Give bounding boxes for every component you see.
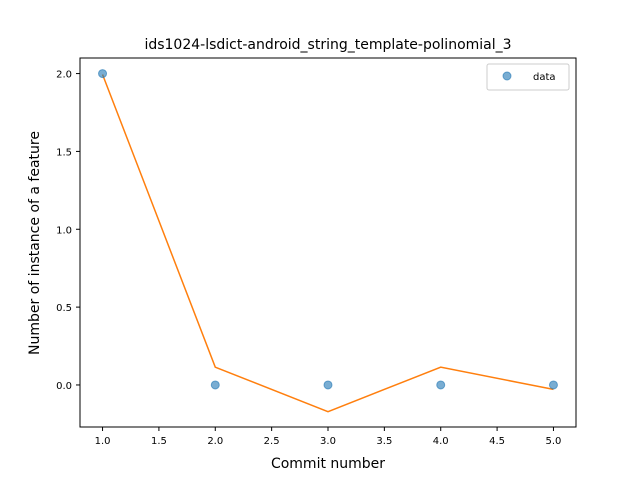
x-tick-label: 5.0 xyxy=(546,436,562,447)
x-tick-label: 4.5 xyxy=(489,436,505,447)
y-axis: 0.0 0.5 1.0 1.5 2.0 xyxy=(56,70,80,392)
legend-marker-data xyxy=(502,71,512,81)
x-tick-label: 3.5 xyxy=(376,436,392,447)
y-axis-label: Number of instance of a feature xyxy=(27,131,43,355)
y-tick-label: 1.0 xyxy=(56,225,72,236)
y-tick-label: 0.0 xyxy=(56,381,72,392)
data-point xyxy=(436,380,446,390)
x-axis-label: Commit number xyxy=(271,456,385,472)
x-tick-label: 2.5 xyxy=(264,436,280,447)
y-tick-label: 2.0 xyxy=(56,70,72,81)
y-tick-label: 1.5 xyxy=(56,147,72,158)
x-tick-label: 3.0 xyxy=(320,436,336,447)
data-point xyxy=(210,380,220,390)
x-tick-label: 4.0 xyxy=(433,436,449,447)
x-tick-label: 1.5 xyxy=(151,436,167,447)
chart-title: ids1024-lsdict-android_string_template-p… xyxy=(144,37,511,53)
x-axis: 1.0 1.5 2.0 2.5 3.0 3.5 4.0 4.5 5.0 xyxy=(95,427,562,447)
y-tick-label: 0.5 xyxy=(56,303,72,314)
legend: data xyxy=(486,63,570,91)
x-tick-label: 1.0 xyxy=(95,436,111,447)
data-point xyxy=(323,380,333,390)
data-point xyxy=(98,69,108,79)
data-point xyxy=(548,380,558,390)
series-layer xyxy=(98,69,558,413)
legend-box xyxy=(486,63,570,91)
fit-line xyxy=(101,74,554,413)
x-tick-label: 2.0 xyxy=(207,436,223,447)
legend-label-data: data xyxy=(533,72,556,83)
